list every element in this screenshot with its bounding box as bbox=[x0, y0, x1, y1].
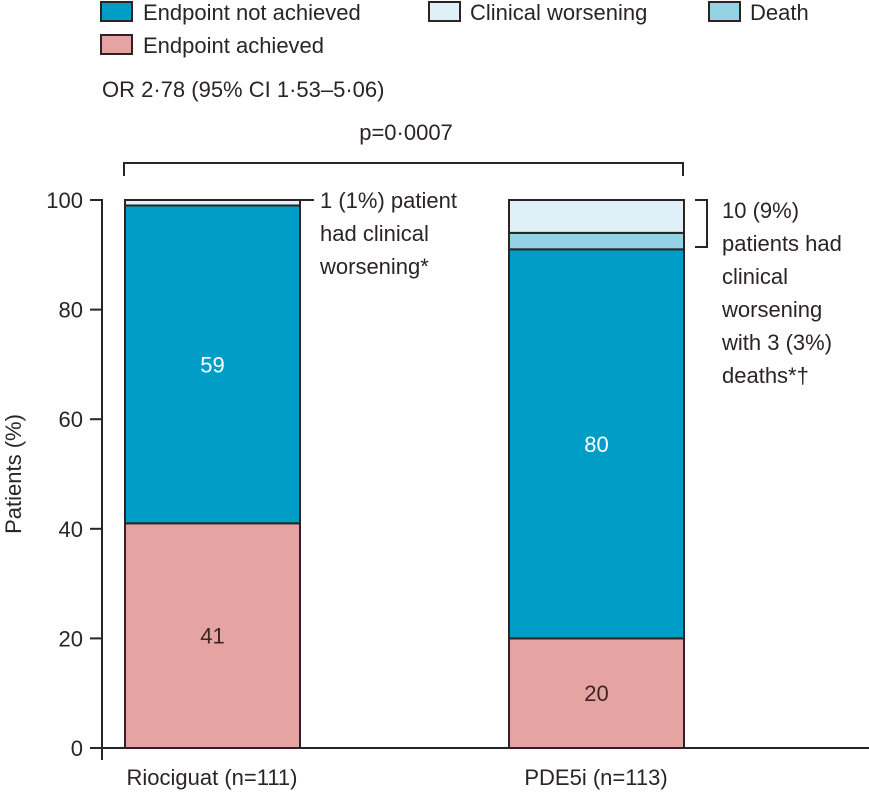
legend-swatch-clinical-worsening bbox=[428, 1, 461, 22]
legend-label-endpoint-achieved: Endpoint achieved bbox=[143, 33, 324, 58]
bar-segment-endpoint-not-achieved bbox=[124, 204, 301, 525]
odds-ratio-annotation: OR 2·78 (95% CI 1·53–5·06) bbox=[102, 77, 384, 102]
pde5i-note-line: with 3 (3%) bbox=[721, 330, 832, 355]
bar-value-label: 20 bbox=[584, 681, 608, 706]
legend-label-endpoint-not-achieved: Endpoint not achieved bbox=[143, 0, 361, 25]
bar-segment-clinical-worsening bbox=[508, 199, 685, 234]
y-tick-label: 40 bbox=[59, 517, 83, 542]
y-tick-label: 100 bbox=[46, 188, 83, 213]
y-tick-label: 60 bbox=[59, 407, 83, 432]
legend-label-death: Death bbox=[750, 0, 809, 25]
y-tick-label: 0 bbox=[71, 736, 83, 761]
bar-segment-endpoint-not-achieved bbox=[508, 248, 685, 640]
riociguat-note-line: 1 (1%) patient bbox=[320, 188, 457, 213]
legend-swatch-endpoint-not-achieved bbox=[100, 1, 133, 22]
bar-value-label: 41 bbox=[200, 624, 224, 649]
legend-swatch-endpoint-achieved bbox=[100, 34, 133, 55]
bar-segment-endpoint-achieved bbox=[124, 522, 301, 749]
legend: Endpoint not achieved Clinical worsening… bbox=[100, 0, 809, 58]
bar-value-label: 80 bbox=[584, 432, 608, 457]
pde5i-note-line: worsening bbox=[721, 297, 822, 322]
y-tick-label: 20 bbox=[59, 626, 83, 651]
legend-label-clinical-worsening: Clinical worsening bbox=[470, 0, 647, 25]
pde5i-note-line: clinical bbox=[722, 264, 788, 289]
y-tick-label: 80 bbox=[59, 298, 83, 323]
riociguat-note: 1 (1%) patient had clinical worsening* bbox=[319, 188, 457, 279]
p-value-annotation: p=0·0007 bbox=[359, 120, 453, 145]
pde5i-note-line: 10 (9%) bbox=[722, 198, 799, 223]
category-label-pde5i: PDE5i (n=113) bbox=[524, 765, 667, 790]
bar-segment-clinical-worsening bbox=[124, 199, 301, 207]
pde5i-note-bracket bbox=[695, 199, 708, 248]
bar-value-label: 59 bbox=[200, 352, 224, 377]
pde5i-note: 10 (9%) patients had clinical worsening with… bbox=[721, 198, 842, 388]
riociguat-note-line: had clinical bbox=[320, 221, 429, 246]
y-ticks: 0 20 40 60 80 100 bbox=[46, 188, 102, 761]
significance-bracket bbox=[123, 162, 684, 176]
legend-swatch-death bbox=[708, 1, 741, 22]
y-axis-label: Patients (%) bbox=[1, 414, 26, 534]
riociguat-note-line: worsening* bbox=[319, 254, 429, 279]
bar-segment-endpoint-achieved bbox=[508, 637, 685, 750]
pde5i-note-line: deaths*† bbox=[722, 363, 809, 388]
pde5i-note-line: patients had bbox=[722, 231, 842, 256]
bars: 41 59 20 80 bbox=[124, 199, 685, 750]
category-label-riociguat: Riociguat (n=111) bbox=[126, 765, 297, 790]
bar-segment-death bbox=[508, 231, 685, 251]
